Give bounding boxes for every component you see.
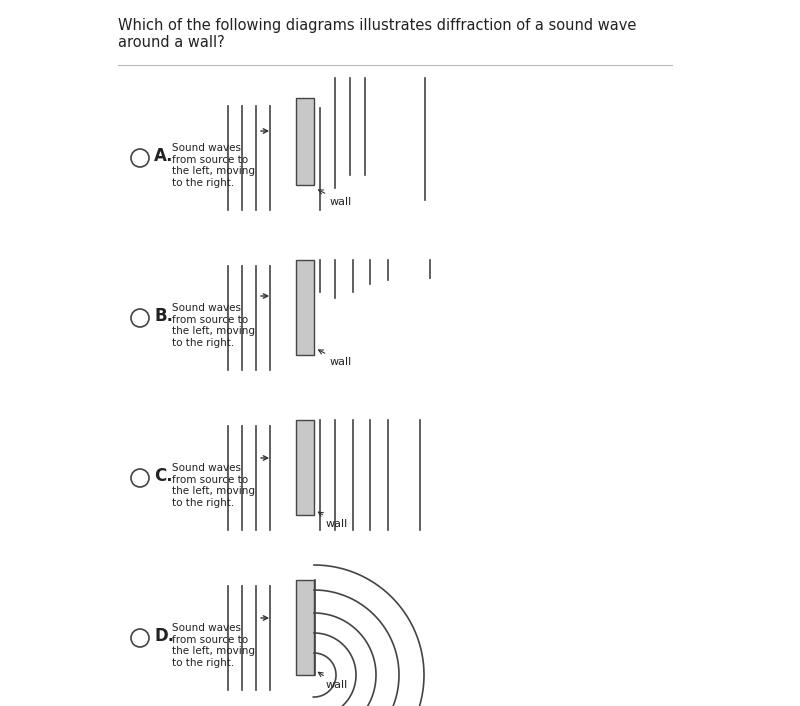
Text: wall: wall	[318, 512, 348, 529]
Bar	[296, 580, 314, 675]
Text: Sound waves
from source to
the left, moving
to the right.: Sound waves from source to the left, mov…	[172, 463, 255, 508]
Bar	[296, 98, 314, 185]
Bar	[296, 260, 314, 355]
Text: B.: B.	[154, 307, 173, 325]
Text: wall: wall	[318, 350, 352, 367]
Bar	[296, 420, 314, 515]
Text: C.: C.	[154, 467, 173, 485]
Text: wall: wall	[318, 672, 348, 690]
Text: A.: A.	[154, 147, 174, 165]
Text: Which of the following diagrams illustrates diffraction of a sound wave
around a: Which of the following diagrams illustra…	[118, 18, 636, 50]
Text: wall: wall	[318, 190, 352, 207]
Text: Sound waves
from source to
the left, moving
to the right.: Sound waves from source to the left, mov…	[172, 623, 255, 668]
Text: Sound waves
from source to
the left, moving
to the right.: Sound waves from source to the left, mov…	[172, 143, 255, 188]
Text: Sound waves
from source to
the left, moving
to the right.: Sound waves from source to the left, mov…	[172, 303, 255, 348]
Text: D.: D.	[154, 627, 174, 645]
